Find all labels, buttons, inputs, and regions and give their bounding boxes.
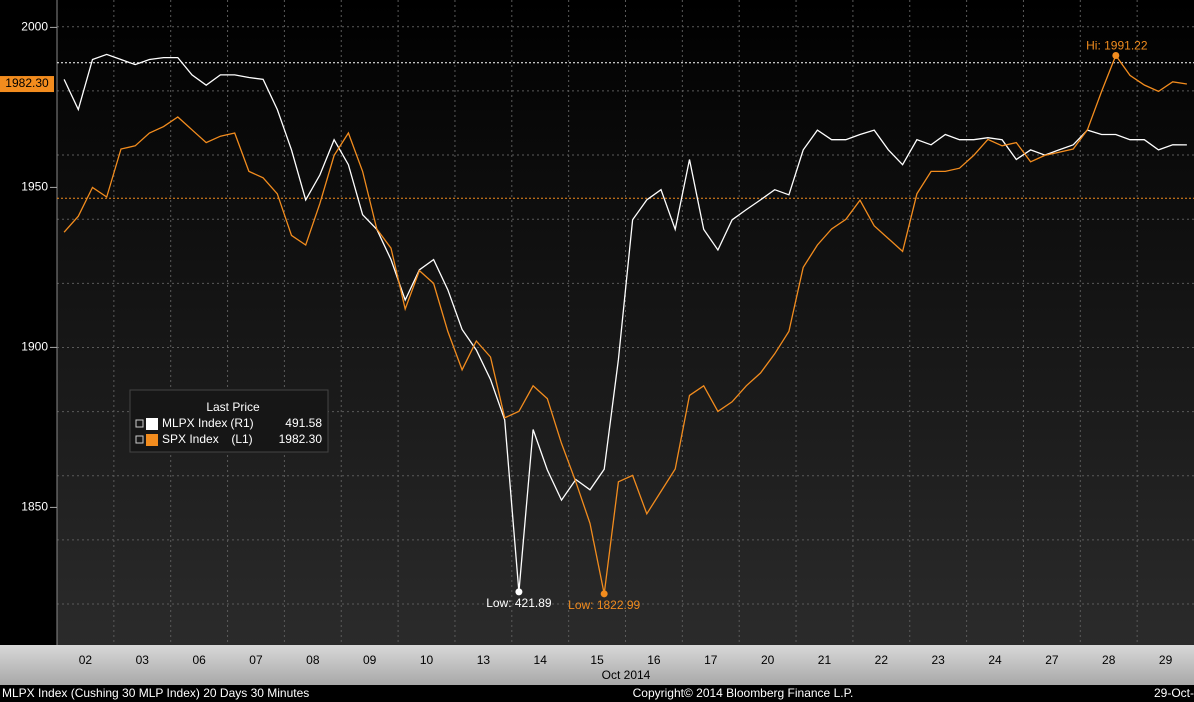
legend-axis: (L1) [231,432,252,446]
legend-last: 1982.30 [279,432,323,446]
legend-swatch [146,418,158,430]
legend-box [129,389,329,453]
footer-center: Copyright© 2014 Bloomberg Finance L.P. [633,686,854,700]
legend-expander [135,435,144,444]
x-tick-label: 17 [704,653,718,667]
x-tick-label: 13 [477,653,491,667]
plot-background [57,0,1194,645]
y-tick-label: 2000 [21,20,48,34]
extreme-label: Low: 421.89 [486,596,552,610]
x-tick-label: 08 [306,653,320,667]
legend-swatch [146,434,158,446]
x-tick-label: 10 [420,653,434,667]
series-line [63,53,1187,592]
footer-left: MLPX Index (Cushing 30 MLP Index) 20 Day… [2,686,309,700]
y-tick-label: 1900 [21,340,48,354]
extreme-label: Hi: 1991.22 [1086,39,1148,53]
x-tick-label: 20 [761,653,775,667]
x-axis-band [0,645,1194,685]
last-price-tag [0,76,54,93]
last-price-label: 1982.30 [5,76,49,90]
extreme-marker [515,588,523,596]
x-axis-label: Oct 2014 [602,668,651,682]
series-line [63,54,1187,594]
x-tick-label: 02 [79,653,93,667]
x-tick-label: 29 [1159,653,1173,667]
x-tick-label: 23 [931,653,945,667]
y-tick-label: 1850 [21,500,48,514]
extreme-marker [600,590,608,598]
legend-title: Last Price [206,400,260,414]
x-tick-label: 28 [1102,653,1116,667]
extreme-marker [1112,51,1120,59]
legend-expander [135,419,144,428]
y-tick-label: 1950 [21,180,48,194]
x-tick-label: 15 [590,653,604,667]
extreme-label: Low: 1822.99 [568,598,640,612]
legend-name: MLPX Index [162,416,227,430]
x-tick-label: 27 [1045,653,1059,667]
footer-right: 29-Oct- [1154,686,1194,700]
x-tick-label: 24 [988,653,1002,667]
x-tick-label: 21 [818,653,832,667]
x-tick-label: 06 [192,653,206,667]
legend-axis: (R1) [230,416,253,430]
legend-name: SPX Index [162,432,219,446]
x-tick-label: 09 [363,653,377,667]
x-tick-label: 14 [534,653,548,667]
x-tick-label: 22 [875,653,889,667]
legend: Last Price MLPX Index (R1) 491.58 SPX Index… [129,389,329,453]
legend-last: 491.58 [285,416,322,430]
x-tick-label: 07 [249,653,263,667]
x-tick-label: 03 [136,653,150,667]
x-tick-label: 16 [647,653,661,667]
